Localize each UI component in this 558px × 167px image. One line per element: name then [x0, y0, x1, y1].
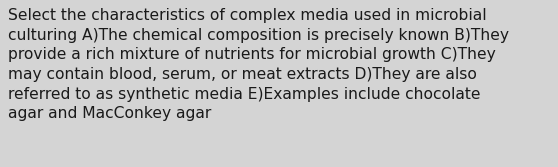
Text: Select the characteristics of complex media used in microbial
culturing A)The ch: Select the characteristics of complex me… — [8, 8, 509, 121]
